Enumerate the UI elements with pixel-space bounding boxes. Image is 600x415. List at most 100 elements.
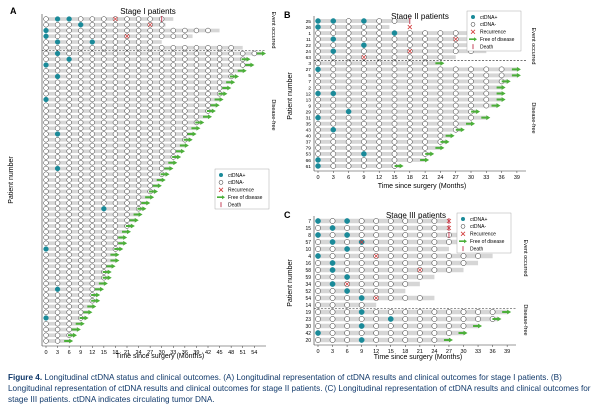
ctdna-negative-point bbox=[170, 56, 176, 62]
ctdna-negative-point bbox=[135, 200, 142, 206]
ctdna-negative-point bbox=[391, 139, 398, 145]
legend-free-swatch bbox=[217, 195, 225, 200]
ctdna-negative-point bbox=[147, 137, 153, 143]
ctdna-positive-point bbox=[101, 206, 107, 212]
ctdna-negative-point bbox=[452, 84, 459, 91]
ctdna-negative-point bbox=[315, 72, 321, 79]
patient-bar bbox=[46, 224, 131, 228]
free-of-disease-arrow bbox=[466, 121, 475, 127]
legend-recurrence-swatch bbox=[470, 29, 476, 35]
patient-bar bbox=[46, 287, 100, 292]
ctdna-negative-point bbox=[170, 96, 176, 103]
ctdna-negative-point bbox=[361, 120, 367, 127]
legend-label: ctDNA- bbox=[480, 22, 496, 28]
ctdna-negative-point bbox=[170, 73, 176, 80]
ctdna-negative-point bbox=[240, 50, 246, 57]
free-of-disease-arrow bbox=[458, 330, 468, 336]
x-tick-label: 39 bbox=[514, 175, 520, 181]
ctdna-negative-point bbox=[358, 253, 365, 259]
legend-positive-swatch bbox=[471, 15, 475, 19]
ctdna-negative-point bbox=[43, 269, 49, 275]
ctdna-negative-point bbox=[182, 108, 188, 114]
ctdna-negative-point bbox=[66, 96, 72, 103]
legend-positive-swatch bbox=[219, 173, 223, 177]
ctdna-negative-point bbox=[43, 73, 49, 80]
ctdna-negative-point bbox=[89, 148, 95, 154]
ctdna-negative-point bbox=[315, 246, 321, 252]
ctdna-negative-point bbox=[54, 33, 61, 39]
ctdna-negative-point bbox=[452, 108, 459, 115]
patient-bar bbox=[318, 49, 487, 54]
patient-bar bbox=[46, 126, 197, 131]
ctdna-positive-point bbox=[43, 315, 49, 321]
free-of-disease-arrow bbox=[496, 91, 506, 96]
free-of-disease-arrow bbox=[425, 151, 435, 157]
ctdna-negative-point bbox=[43, 206, 49, 212]
ctdna-negative-point bbox=[205, 45, 211, 51]
ctdna-negative-point bbox=[112, 114, 119, 120]
ctdna-negative-point bbox=[43, 275, 49, 281]
free-of-disease-arrow bbox=[445, 133, 455, 139]
ctdna-negative-point bbox=[89, 263, 95, 269]
ctdna-negative-point bbox=[89, 96, 95, 103]
ctdna-negative-point bbox=[89, 269, 95, 275]
ctdna-negative-point bbox=[54, 315, 61, 321]
free-of-disease-arrow bbox=[152, 183, 162, 189]
ctdna-negative-point bbox=[358, 267, 365, 273]
ctdna-negative-point bbox=[135, 68, 142, 74]
ctdna-negative-point bbox=[402, 337, 409, 343]
ctdna-negative-point bbox=[361, 157, 367, 163]
ctdna-negative-point bbox=[43, 263, 49, 269]
ctdna-negative-point bbox=[89, 240, 95, 246]
ctdna-negative-point bbox=[170, 91, 176, 97]
ctdna-negative-point bbox=[78, 234, 84, 241]
ctdna-negative-point bbox=[54, 229, 61, 235]
ctdna-negative-point bbox=[54, 188, 61, 195]
ctdna-negative-point bbox=[387, 288, 394, 294]
ctdna-negative-point bbox=[66, 148, 72, 154]
x-tick-label: 48 bbox=[228, 350, 234, 356]
ctdna-negative-point bbox=[101, 27, 107, 34]
patient-bar bbox=[318, 73, 517, 78]
ctdna-negative-point bbox=[330, 151, 337, 157]
free-of-disease-arrow bbox=[149, 189, 158, 194]
ctdna-negative-point bbox=[101, 79, 107, 85]
ctdna-negative-point bbox=[460, 316, 467, 322]
ctdna-negative-point bbox=[101, 240, 107, 246]
ctdna-negative-point bbox=[112, 91, 119, 97]
ctdna-negative-point bbox=[391, 90, 398, 97]
ctdna-negative-point bbox=[498, 66, 505, 73]
ctdna-negative-point bbox=[147, 125, 153, 131]
ctdna-positive-point bbox=[54, 16, 61, 22]
ctdna-negative-point bbox=[315, 274, 321, 280]
ctdna-negative-point bbox=[345, 24, 352, 30]
ctdna-negative-point bbox=[89, 16, 95, 22]
ctdna-positive-point bbox=[358, 295, 365, 301]
patient-id-label: 4 bbox=[308, 254, 311, 260]
ctdna-negative-point bbox=[361, 145, 367, 151]
ctdna-negative-point bbox=[112, 194, 119, 200]
ctdna-negative-point bbox=[422, 96, 428, 103]
patient-bar bbox=[46, 229, 127, 234]
free-of-disease-arrow bbox=[435, 60, 445, 66]
ctdna-negative-point bbox=[228, 62, 234, 68]
ctdna-negative-point bbox=[205, 73, 211, 80]
ctdna-negative-point bbox=[54, 280, 61, 287]
ctdna-negative-point bbox=[112, 39, 119, 45]
ctdna-negative-point bbox=[387, 253, 394, 259]
ctdna-negative-point bbox=[135, 39, 142, 45]
ctdna-negative-point bbox=[101, 50, 107, 57]
ctdna-negative-point bbox=[193, 79, 200, 85]
ctdna-negative-point bbox=[43, 165, 49, 172]
patient-id-label: 63 bbox=[306, 55, 312, 61]
ctdna-negative-point bbox=[315, 108, 321, 115]
ctdna-negative-point bbox=[78, 91, 84, 97]
ctdna-negative-point bbox=[483, 102, 490, 109]
ctdna-negative-point bbox=[407, 139, 413, 145]
ctdna-positive-point bbox=[315, 24, 321, 30]
legend-label: Recurrence bbox=[470, 232, 496, 238]
ctdna-negative-point bbox=[468, 78, 474, 85]
ctdna-negative-point bbox=[417, 295, 423, 301]
ctdna-negative-point bbox=[315, 78, 321, 85]
ctdna-negative-point bbox=[431, 337, 438, 343]
